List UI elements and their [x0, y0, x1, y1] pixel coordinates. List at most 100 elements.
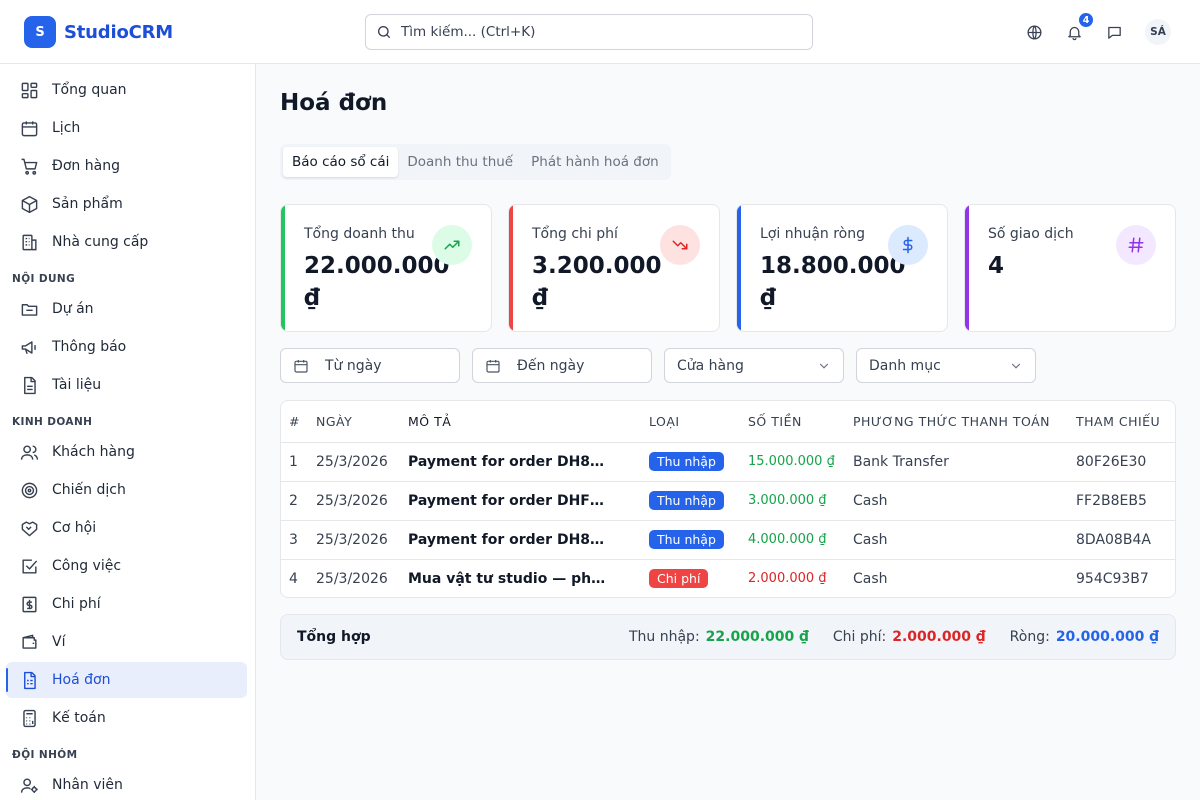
sidebar-item-overview[interactable]: Tổng quan: [6, 72, 247, 108]
sidebar-item-label: Chiến dịch: [52, 482, 126, 498]
column-header-amount[interactable]: SỐ TIỀN: [748, 401, 853, 443]
sidebar-item-label: Cơ hội: [52, 520, 97, 536]
cell-payment-method: Cash: [853, 570, 888, 587]
tab-list: Báo cáo sổ cái Doanh thu thuế Phát hành …: [280, 144, 671, 180]
building-icon: [22, 234, 37, 250]
user-avatar[interactable]: SÁ: [1145, 19, 1171, 45]
column-header-reference[interactable]: THAM CHIẾU: [1076, 401, 1175, 443]
notifications-button[interactable]: [1062, 20, 1086, 44]
store-select[interactable]: Cửa hàng: [664, 348, 844, 383]
table-header-row: # NGÀY MÔ TẢ LOẠI SỐ TIỀN PHƯƠNG THỨC TH…: [281, 401, 1175, 443]
search-input[interactable]: Tìm kiếm... (Ctrl+K): [365, 14, 813, 50]
cell-reference: FF2B8EB5: [1076, 481, 1175, 521]
app-name: StudioCRM: [64, 21, 173, 43]
sidebar-section-business: KINH DOANH: [12, 416, 93, 428]
sidebar-item-label: Thông báo: [52, 339, 127, 355]
stat-label: Tổng doanh thu: [304, 226, 415, 242]
sidebar-item-label: Công việc: [52, 558, 122, 574]
sidebar-item-suppliers[interactable]: Nhà cung cấp: [6, 224, 247, 260]
sidebar-item-accounting[interactable]: Kế toán: [6, 700, 247, 736]
from-date-input[interactable]: Từ ngày: [280, 348, 460, 383]
description-text: Payment for order DH8DA08B4A: [408, 531, 608, 548]
stat-label: Tổng chi phí: [532, 226, 618, 242]
column-header-date[interactable]: NGÀY: [316, 401, 408, 443]
cell-date: 25/3/2026: [316, 520, 408, 560]
category-select[interactable]: Danh mục: [856, 348, 1036, 383]
column-header-description[interactable]: MÔ TẢ: [408, 401, 649, 443]
search-placeholder: Tìm kiếm... (Ctrl+K): [401, 24, 536, 40]
sidebar-item-calendar[interactable]: Lịch: [6, 110, 247, 146]
description-text: Payment for order DH80F26E30: [408, 453, 608, 470]
sidebar-item-invoices[interactable]: Hoá đơn: [6, 662, 247, 698]
column-header-payment-method[interactable]: PHƯƠNG THỨC THANH TOÁN: [853, 401, 1076, 443]
megaphone-icon: [21, 340, 36, 354]
sidebar-item-label: Hoá đơn: [52, 672, 111, 688]
type-badge-expense: Chi phí: [649, 569, 709, 589]
summary-expense-value: 2.000.000 ₫: [892, 629, 986, 645]
table-row[interactable]: 3 25/3/2026 Payment for order DH8DA08B4A…: [281, 520, 1175, 560]
stat-value: 3.200.000 ₫: [532, 253, 662, 311]
cell-index: 2: [281, 481, 316, 521]
tab-ledger-report[interactable]: Báo cáo sổ cái: [283, 147, 399, 177]
store-select-value: Cửa hàng: [677, 357, 744, 374]
folder-icon: [21, 303, 38, 316]
sidebar-item-label: Ví: [52, 634, 66, 650]
sidebar-item-customers[interactable]: Khách hàng: [6, 434, 247, 470]
stat-card-total-expense: Tổng chi phí 3.200.000 ₫: [508, 204, 720, 332]
calendar-icon: [21, 120, 38, 136]
sidebar-item-campaigns[interactable]: Chiến dịch: [6, 472, 247, 508]
language-button[interactable]: [1022, 20, 1046, 44]
card-accent-bar: [509, 205, 513, 331]
app-logo[interactable]: S StudioCRM: [24, 16, 173, 48]
sidebar-item-products[interactable]: Sản phẩm: [6, 186, 247, 222]
cell-payment-method: Cash: [853, 520, 1076, 560]
summary-expense-label: Chi phí:: [832, 629, 887, 645]
cell-amount: 2.000.000 ₫: [748, 571, 827, 587]
table-row[interactable]: 4 25/3/2026 Mua vật tư studio — phông nề…: [281, 559, 1175, 597]
document-icon: [24, 376, 36, 394]
sidebar-item-tasks[interactable]: Công việc: [6, 548, 247, 584]
globe-icon: [1026, 24, 1042, 40]
sidebar: Tổng quan Lịch Đơn hàng Sản phẩm Nhà cun…: [0, 64, 256, 800]
to-date-input[interactable]: Đến ngày: [472, 348, 652, 383]
cell-description: Payment for order DH8DA08B4A: [408, 520, 649, 560]
message-icon: [1107, 26, 1121, 39]
column-header-type[interactable]: LOẠI: [649, 401, 748, 443]
tab-tax-revenue[interactable]: Doanh thu thuế: [407, 154, 514, 170]
sidebar-item-label: Đơn hàng: [52, 158, 120, 174]
cell-index: 3: [281, 520, 316, 560]
sidebar-item-projects[interactable]: Dự án: [6, 291, 247, 327]
sidebar-item-expenses[interactable]: Chi phí: [6, 586, 247, 622]
tab-issue-invoice[interactable]: Phát hành hoá đơn: [531, 154, 659, 170]
sidebar-item-wallet[interactable]: Ví: [6, 624, 247, 660]
top-header: S StudioCRM Tìm kiếm... (Ctrl+K) 4 SÁ: [0, 0, 1200, 64]
table-row[interactable]: 1 25/3/2026 Payment for order DH80F26E30…: [281, 442, 1175, 482]
cell-reference: 954C93B7: [1076, 570, 1149, 587]
from-date-placeholder: Từ ngày: [325, 357, 382, 374]
logo-badge: S: [24, 16, 56, 48]
sidebar-item-label: Kế toán: [52, 710, 106, 726]
bell-icon: [1067, 26, 1081, 40]
chevron-down-icon: [819, 363, 829, 369]
cell-date: 25/3/2026: [316, 481, 408, 521]
dashboard-icon: [21, 82, 38, 98]
target-icon: [21, 482, 38, 498]
type-badge-income: Thu nhập: [649, 530, 724, 549]
table-row[interactable]: 2 25/3/2026 Payment for order DHFF2B8EB5…: [281, 481, 1175, 521]
card-accent-bar: [965, 205, 969, 331]
sidebar-item-documents[interactable]: Tài liệu: [6, 367, 247, 403]
sidebar-item-announcements[interactable]: Thông báo: [6, 329, 247, 365]
column-header-index[interactable]: #: [281, 401, 316, 443]
sidebar-item-label: Tài liệu: [52, 377, 102, 393]
sidebar-item-staff[interactable]: Nhân viên: [6, 767, 247, 800]
summary-expense: Chi phí: 2.000.000 ₫: [833, 629, 986, 645]
sidebar-item-opportunities[interactable]: Cơ hội: [6, 510, 247, 546]
summary-net-label: Ròng:: [1009, 629, 1050, 645]
type-badge-income: Thu nhập: [649, 452, 724, 471]
users-icon: [20, 444, 39, 460]
summary-income: Thu nhập: 22.000.000 ₫: [629, 629, 809, 645]
sidebar-item-orders[interactable]: Đơn hàng: [6, 148, 247, 184]
summary-title: Tổng hợp: [297, 629, 371, 645]
messages-button[interactable]: [1102, 20, 1126, 44]
stat-icon-wrap: [888, 225, 928, 265]
